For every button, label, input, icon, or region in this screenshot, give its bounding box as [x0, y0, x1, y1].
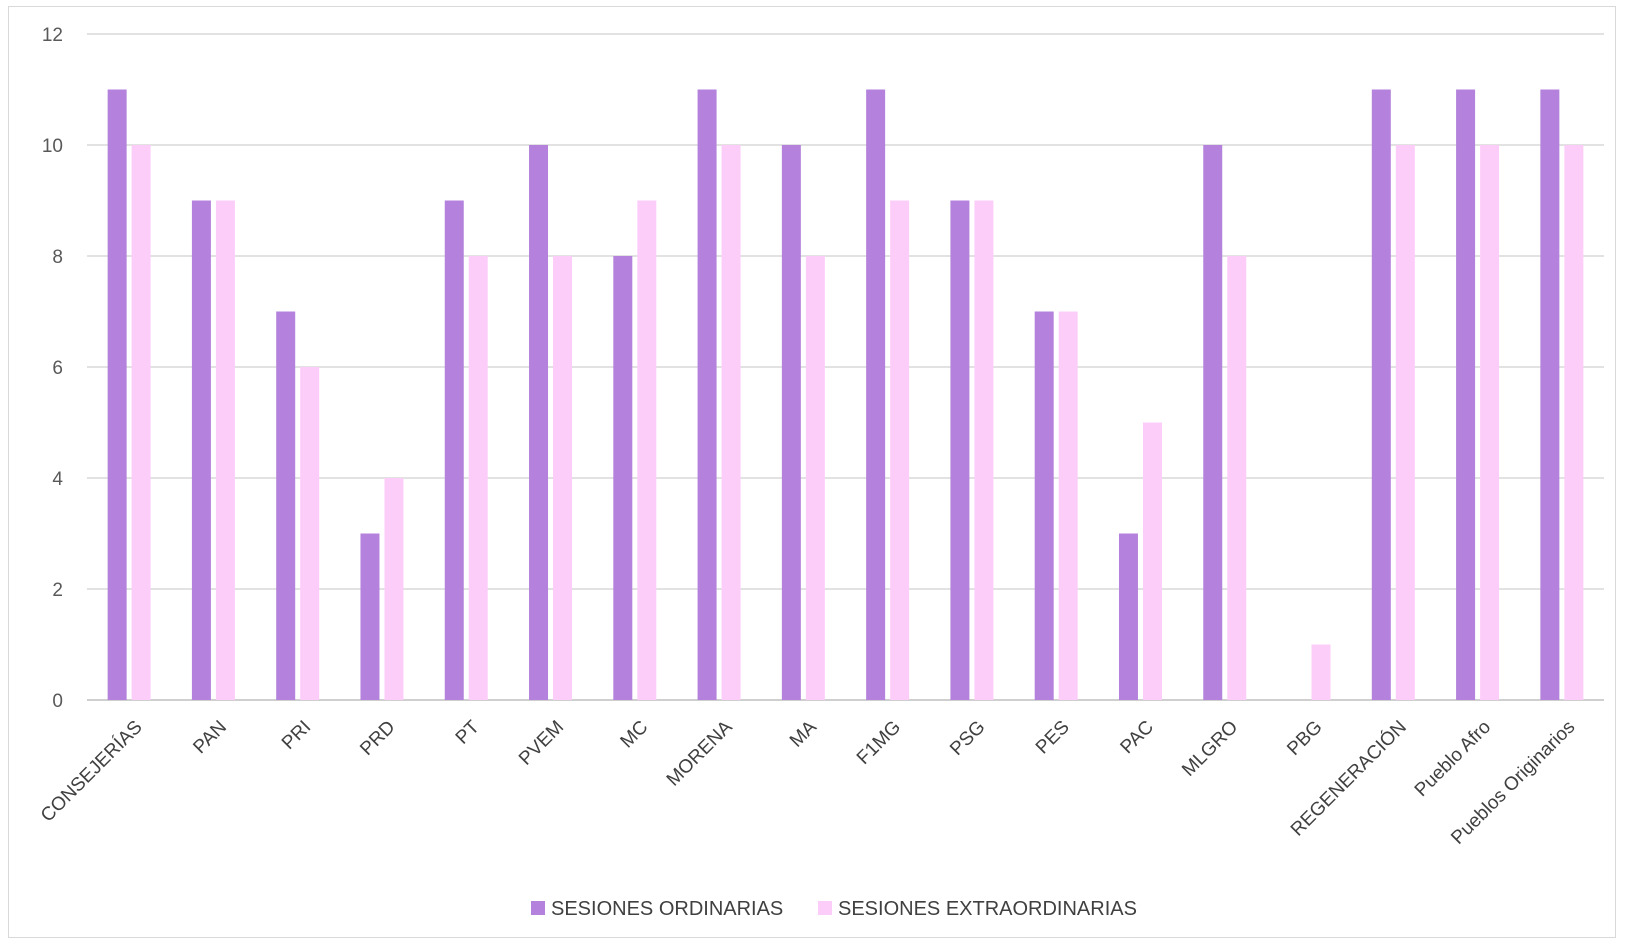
x-tick-label: PRI: [278, 717, 315, 754]
bar-extraordinarias: [890, 200, 910, 700]
x-tick-label: CONSEJERÍAS: [37, 717, 147, 827]
y-axis-ticks: 0 2 4 6 8 10 12: [42, 25, 64, 712]
y-tick-label: 10: [42, 136, 63, 157]
bar-extraordinarias: [1227, 256, 1247, 700]
bar-extraordinarias: [468, 256, 488, 700]
bars: [107, 89, 1584, 700]
bar-ordinarias: [360, 533, 380, 700]
x-tick-label: PT: [452, 716, 484, 748]
x-tick-label: PVEM: [515, 717, 568, 770]
bar-extraordinarias: [1142, 422, 1162, 700]
legend-swatch-ordinarias: [531, 901, 545, 915]
bar-extraordinarias: [1395, 145, 1415, 700]
x-tick-label: MLGRO: [1178, 717, 1242, 781]
legend-swatch-extraordinarias: [818, 901, 832, 915]
bar-extraordinarias: [805, 256, 825, 700]
bar-ordinarias: [191, 200, 211, 700]
x-tick-label: MA: [786, 716, 821, 751]
bar-extraordinarias: [1311, 644, 1331, 700]
bar-extraordinarias: [1564, 145, 1584, 700]
bar-ordinarias: [276, 311, 296, 700]
x-tick-label: PBG: [1283, 717, 1326, 760]
bar-extraordinarias: [1058, 311, 1078, 700]
y-tick-label: 12: [42, 25, 63, 46]
y-tick-label: 6: [52, 358, 63, 379]
bar-ordinarias: [950, 200, 970, 700]
x-tick-label: PRD: [356, 717, 399, 760]
bar-extraordinarias: [131, 145, 151, 700]
bar-ordinarias: [866, 89, 886, 700]
bar-ordinarias: [444, 200, 464, 700]
legend-label-ordinarias: SESIONES ORDINARIAS: [551, 898, 783, 920]
x-tick-label: F1MG: [853, 717, 905, 769]
y-tick-label: 4: [52, 469, 63, 490]
bar-ordinarias: [1034, 311, 1054, 700]
bar-ordinarias: [107, 89, 127, 700]
bar-ordinarias: [613, 256, 633, 700]
x-axis-labels: CONSEJERÍAS PAN PRI PRD PT PVEM MC MORENA MA F1MG…: [37, 716, 1579, 849]
bar-extraordinarias: [553, 256, 573, 700]
bar-ordinarias: [1203, 145, 1223, 700]
bar-ordinarias: [697, 89, 717, 700]
bar-extraordinarias: [721, 145, 741, 700]
x-tick-label: PAN: [189, 717, 230, 758]
bar-ordinarias: [1371, 89, 1391, 700]
bar-extraordinarias: [384, 478, 404, 700]
y-tick-label: 0: [52, 691, 63, 712]
bar-extraordinarias: [637, 200, 657, 700]
legend: SESIONES ORDINARIAS SESIONES EXTRAORDINA…: [531, 898, 1137, 920]
x-tick-label: PAC: [1117, 717, 1158, 758]
legend-label-extraordinarias: SESIONES EXTRAORDINARIAS: [838, 898, 1137, 920]
y-tick-label: 8: [52, 247, 63, 268]
bar-extraordinarias: [300, 367, 320, 700]
x-tick-label: MORENA: [663, 716, 737, 790]
bar-ordinarias: [1456, 89, 1476, 700]
bar-ordinarias: [1118, 533, 1138, 700]
bar-ordinarias: [1540, 89, 1560, 700]
bar-extraordinarias: [974, 200, 994, 700]
x-tick-label: MC: [617, 717, 653, 753]
y-tick-label: 2: [52, 580, 63, 601]
bar-ordinarias: [781, 145, 801, 700]
bar-ordinarias: [529, 145, 549, 700]
x-tick-label: PSG: [946, 717, 989, 760]
x-tick-label: Pueblo Afro: [1411, 717, 1495, 801]
gridlines: [87, 33, 1604, 701]
bar-extraordinarias: [215, 200, 235, 700]
x-tick-label: PES: [1032, 717, 1074, 759]
bar-extraordinarias: [1480, 145, 1500, 700]
